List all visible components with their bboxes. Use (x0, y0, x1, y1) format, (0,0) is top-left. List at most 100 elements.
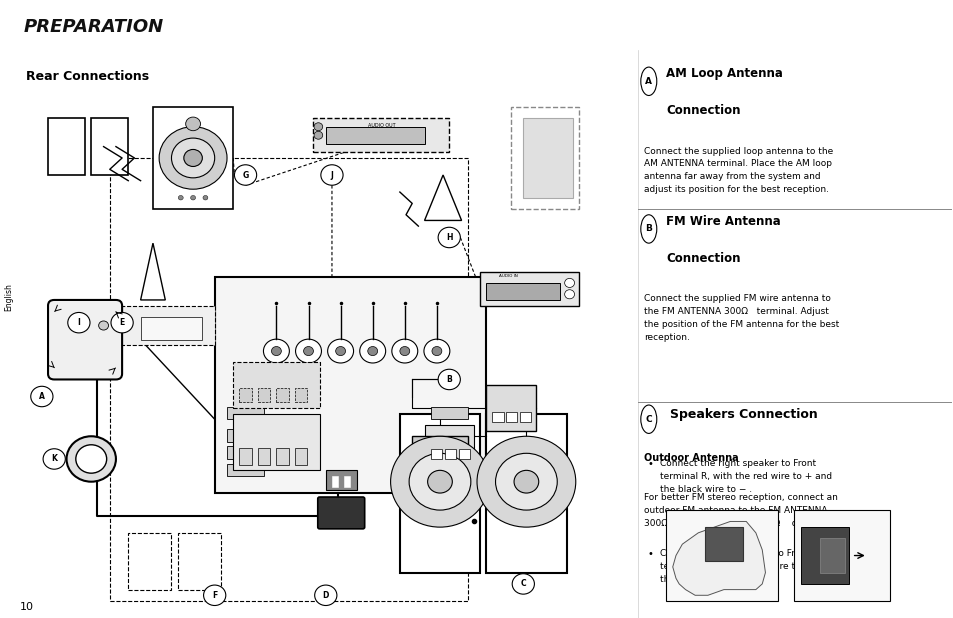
Circle shape (640, 67, 656, 96)
Bar (819, 538, 844, 572)
Circle shape (184, 150, 202, 166)
Bar (110, 158, 467, 601)
Circle shape (234, 165, 256, 185)
Bar (430, 407, 467, 419)
Bar (704, 527, 742, 561)
Text: I: I (77, 318, 80, 327)
Circle shape (67, 436, 116, 481)
Bar (444, 449, 456, 459)
Text: C: C (645, 415, 652, 424)
Bar (91, 118, 128, 175)
Circle shape (335, 347, 345, 355)
Bar (430, 446, 467, 459)
Text: C: C (520, 580, 525, 588)
Circle shape (314, 131, 322, 139)
FancyBboxPatch shape (317, 497, 364, 529)
Bar (91, 306, 214, 345)
Bar (276, 388, 289, 402)
Circle shape (314, 123, 322, 130)
Text: Connection: Connection (665, 252, 740, 265)
Text: 10: 10 (20, 603, 34, 612)
Text: B: B (644, 224, 652, 234)
Circle shape (564, 278, 574, 287)
Bar (227, 446, 264, 459)
Text: AM Loop Antenna: AM Loop Antenna (665, 67, 782, 80)
Polygon shape (140, 243, 165, 300)
Text: English: English (4, 282, 13, 311)
Text: FM Wire Antenna: FM Wire Antenna (665, 215, 781, 228)
Circle shape (564, 290, 574, 299)
Circle shape (203, 195, 208, 200)
Circle shape (423, 339, 450, 363)
Bar (486, 413, 566, 572)
Bar (227, 407, 264, 419)
Circle shape (327, 339, 354, 363)
Bar (128, 533, 172, 590)
Circle shape (43, 449, 65, 469)
Bar (227, 464, 264, 476)
Text: Connect the supplied loop antenna to the
AM ANTENNA terminal. Place the AM loop
: Connect the supplied loop antenna to the… (643, 146, 832, 194)
Bar (430, 449, 441, 459)
Bar (519, 412, 530, 422)
Circle shape (111, 313, 133, 333)
Bar (344, 476, 350, 488)
Text: Connect the left speaker to Front
terminal L, with the red wire to + and
the bla: Connect the left speaker to Front termin… (659, 549, 830, 584)
Text: D: D (322, 591, 329, 600)
Bar (486, 385, 535, 431)
Circle shape (495, 453, 557, 510)
Text: A: A (644, 77, 652, 86)
Circle shape (514, 470, 538, 493)
Bar (325, 470, 356, 490)
Circle shape (30, 386, 53, 407)
Circle shape (178, 195, 183, 200)
Text: A: A (39, 392, 45, 401)
Bar (276, 447, 289, 465)
Circle shape (117, 321, 127, 330)
Text: For better FM stereo reception, connect an
outdoor FM antenna to the FM ANTENNA
: For better FM stereo reception, connect … (643, 493, 843, 528)
Polygon shape (672, 522, 764, 595)
Circle shape (314, 585, 336, 606)
Circle shape (367, 347, 377, 355)
Circle shape (272, 347, 281, 355)
Bar (492, 412, 503, 422)
Circle shape (191, 195, 195, 200)
Circle shape (295, 339, 321, 363)
Circle shape (437, 227, 460, 248)
FancyBboxPatch shape (48, 300, 122, 379)
Bar (152, 107, 233, 209)
Bar (294, 447, 307, 465)
Bar (486, 283, 559, 300)
Bar (505, 412, 517, 422)
Bar (800, 527, 847, 584)
Bar (424, 425, 474, 465)
Text: F: F (212, 591, 217, 600)
Bar (257, 388, 270, 402)
Bar (399, 413, 479, 572)
Bar (412, 436, 467, 481)
Circle shape (432, 347, 441, 355)
Text: ||||||: |||||| (164, 325, 178, 332)
Text: 0: 0 (721, 541, 725, 547)
Polygon shape (424, 175, 461, 221)
Text: Outdoor Antenna: Outdoor Antenna (643, 453, 738, 464)
Bar (511, 107, 578, 209)
Bar (325, 127, 424, 144)
Text: H: H (445, 233, 452, 242)
Text: J: J (330, 171, 333, 179)
Circle shape (390, 436, 489, 527)
Circle shape (640, 215, 656, 243)
Text: Connect the supplied FM wire antenna to
the FM ANTENNA 300Ω   terminal. Adjust
t: Connect the supplied FM wire antenna to … (643, 294, 839, 342)
Bar (332, 476, 337, 488)
Bar (233, 413, 319, 470)
Bar (430, 464, 467, 476)
Circle shape (512, 574, 534, 594)
Circle shape (437, 369, 460, 390)
Text: B: B (446, 375, 452, 384)
Text: E: E (119, 318, 125, 327)
Bar (239, 388, 252, 402)
Circle shape (392, 339, 417, 363)
Text: Connect the right speaker to Front
terminal R, with the red wire to + and
the bl: Connect the right speaker to Front termi… (659, 459, 831, 494)
Text: FM: FM (436, 457, 443, 462)
Text: •: • (646, 459, 653, 469)
Circle shape (68, 313, 90, 333)
